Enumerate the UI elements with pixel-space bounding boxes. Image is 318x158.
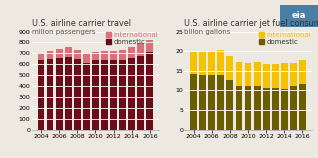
Bar [272,64,279,88]
Bar [65,57,72,130]
Bar [74,50,81,59]
Bar [272,88,279,130]
Bar [128,47,135,58]
Bar [56,49,63,58]
Bar [290,63,297,86]
Bar [146,40,153,52]
Bar [199,75,206,130]
Bar [38,61,45,130]
Legend: international, domestic: international, domestic [106,32,158,45]
Bar [92,52,99,61]
Bar [74,59,81,130]
Bar [190,74,197,130]
Bar [199,51,206,75]
Bar [83,63,90,130]
Bar [146,52,153,130]
Bar [254,62,260,86]
Text: eia: eia [292,11,306,20]
Bar [119,50,126,60]
Bar [208,51,215,76]
Bar [218,50,224,75]
Bar [38,53,45,61]
Bar [218,75,224,130]
Bar [245,63,252,86]
Text: bilion gallons: bilion gallons [184,29,231,35]
Legend: international, domestic: international, domestic [259,32,311,45]
Bar [281,89,288,130]
Bar [101,51,108,60]
Bar [208,76,215,130]
Bar [245,86,252,130]
Bar [254,86,260,130]
Bar [236,86,242,130]
Bar [110,60,117,130]
Bar [137,56,144,130]
Bar [137,43,144,56]
Bar [110,51,117,60]
Bar [65,47,72,57]
Bar [47,59,53,130]
Bar [83,54,90,63]
Bar [281,63,288,89]
Bar [290,86,297,130]
Bar [190,52,197,74]
Bar [263,88,270,130]
Bar [263,64,270,88]
Bar [236,62,242,86]
Bar [56,58,63,130]
Text: U.S. airline carrier jet fuel consumption: U.S. airline carrier jet fuel consumptio… [184,19,318,28]
Bar [119,60,126,130]
Bar [92,61,99,130]
Bar [299,85,306,130]
Bar [226,56,233,80]
Text: U.S. airline carrier travel: U.S. airline carrier travel [32,19,131,28]
Bar [101,60,108,130]
Bar [226,80,233,130]
Bar [128,58,135,130]
Bar [299,60,306,85]
Text: milion passengers: milion passengers [32,29,95,35]
Bar [47,51,53,59]
